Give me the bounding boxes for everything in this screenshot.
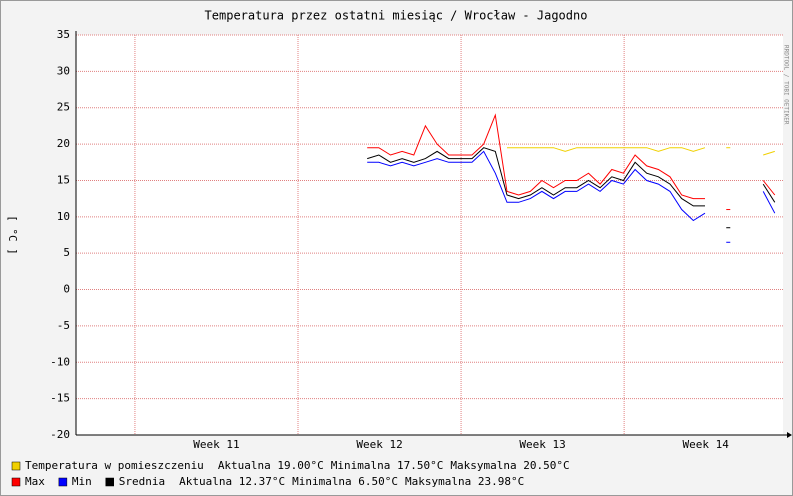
- credit: RRDTOOL / TOBI OETIKER: [783, 45, 790, 125]
- series-line: [367, 147, 705, 207]
- legend-stat: Minimalna 17.50°C: [331, 459, 444, 472]
- legend-stat: Aktualna 19.00°C: [218, 459, 324, 472]
- plot-area: [76, 35, 783, 435]
- axis-arrow: [787, 432, 792, 438]
- y-tick-label: -5: [57, 319, 70, 332]
- x-tick-label: Week 13: [519, 438, 565, 451]
- chart-title: Temperatura przez ostatni miesiąc / Wroc…: [205, 9, 588, 23]
- series-line: [367, 113, 705, 200]
- x-tick-label: Week 12: [356, 438, 402, 451]
- legend-label: Temperatura w pomieszczeniu: [25, 459, 204, 472]
- legend-swatch: [11, 477, 21, 487]
- y-tick-label: 35: [57, 28, 70, 41]
- series-line: [762, 191, 776, 214]
- legend-swatch: [105, 477, 114, 487]
- series-line: [762, 180, 776, 196]
- y-tick-label: -20: [50, 428, 70, 441]
- legend-swatch: [58, 477, 68, 487]
- y-tick-label: 5: [63, 246, 70, 259]
- x-tick-label: Week 14: [682, 438, 729, 451]
- series-line: [507, 147, 706, 152]
- legend-label: Srednia: [119, 475, 165, 488]
- legend-stat: Minimalna 6.50°C: [292, 475, 398, 488]
- legend-label: Max: [25, 475, 45, 488]
- y-tick-label: 0: [63, 283, 70, 296]
- y-tick-label: -15: [50, 392, 70, 405]
- y-axis-label: [ °C ]: [6, 215, 19, 255]
- y-tick-label: 20: [57, 137, 70, 150]
- y-tick-label: 25: [57, 101, 70, 114]
- x-tick-label: Week 11: [193, 438, 239, 451]
- legend-stat: Aktualna 12.37°C: [179, 475, 285, 488]
- series-line: [367, 150, 706, 222]
- y-tick-label: 10: [57, 210, 70, 223]
- series-line: [762, 183, 776, 203]
- legend-label: Min: [72, 475, 92, 488]
- series-line: [763, 150, 775, 156]
- legend-swatch: [11, 461, 21, 471]
- y-tick-label: 15: [57, 173, 70, 186]
- legend-stat: Maksymalna 20.50°C: [450, 459, 569, 472]
- legend-stat: Maksymalna 23.98°C: [405, 475, 524, 488]
- y-tick-label: -10: [50, 355, 70, 368]
- y-tick-label: 30: [57, 64, 70, 77]
